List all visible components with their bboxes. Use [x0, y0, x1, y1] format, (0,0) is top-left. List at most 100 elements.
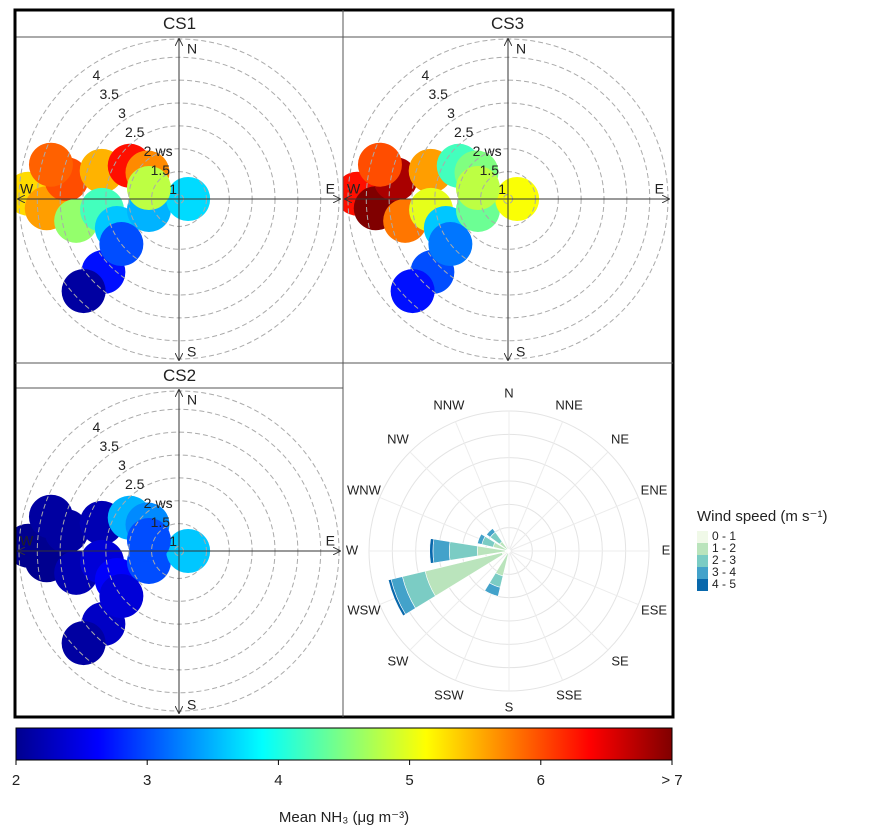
panel-title: CS3: [491, 14, 524, 33]
r-tick-label: 4: [93, 67, 101, 83]
r-tick-label: 2.5: [454, 124, 474, 140]
plot-area: 1 1.5 2 ws 2.5 3 3.5 4 N E S W: [343, 39, 669, 360]
concentration-cell: [28, 494, 73, 539]
direction-label: SSW: [434, 687, 464, 702]
spoke: [508, 550, 564, 681]
spoke: [508, 451, 609, 552]
legend-label: 3 - 4: [712, 565, 736, 579]
polar-panel: CS2 1 1.5 2 ws 2.5 3 3.5 4 N E S W: [15, 362, 344, 713]
direction-label: W: [346, 542, 359, 557]
compass-label: S: [187, 697, 196, 713]
rose-segment: [432, 538, 451, 564]
direction-label: WSW: [347, 603, 381, 618]
compass-label: N: [187, 41, 197, 57]
legend-label: 2 - 3: [712, 553, 736, 567]
tick-label: 6: [537, 772, 545, 789]
direction-label: SE: [611, 653, 629, 668]
r-tick-label: 3.5: [428, 86, 448, 102]
legend-label: 4 - 5: [712, 577, 736, 591]
rose-segment: [429, 538, 435, 564]
direction-label: WNW: [347, 482, 382, 497]
r-tick-label: 1.5: [151, 514, 171, 530]
r-tick-label: 2: [144, 495, 152, 511]
concentration-cell: [61, 621, 106, 666]
compass-label: N: [516, 41, 526, 57]
r-axis-label: ws: [484, 143, 502, 159]
r-axis-label: ws: [155, 495, 173, 511]
panel-header: [15, 362, 344, 389]
tick-label: 4: [274, 772, 282, 789]
direction-label: S: [505, 699, 514, 714]
r-tick-label: 2.5: [125, 476, 145, 492]
colorbar-title: Mean NH₃ (μg m⁻³): [279, 809, 409, 826]
r-tick-label: 3: [447, 105, 455, 121]
r-tick-label: 1: [169, 533, 177, 549]
spoke: [508, 421, 564, 552]
r-tick-label: 3: [118, 457, 126, 473]
compass-label: E: [655, 181, 664, 197]
direction-label: NNE: [555, 397, 583, 412]
direction-label: SSE: [556, 687, 582, 702]
polar-panel: CS1 1 1.5 2 ws 2.5 3 3.5 4 N E S W: [15, 9, 344, 360]
tick-label: 3: [143, 772, 151, 789]
r-tick-label: 2.5: [125, 124, 145, 140]
spoke: [409, 550, 510, 651]
polar-panel: CS3 1 1.5 2 ws 2.5 3 3.5 4 N E S W: [342, 9, 673, 360]
panel-title: CS1: [163, 14, 196, 33]
compass-label: S: [516, 344, 525, 360]
r-tick-label: 1.5: [480, 162, 500, 178]
spoke: [508, 550, 609, 651]
legend-label: 1 - 2: [712, 541, 736, 555]
r-tick-label: 4: [93, 419, 101, 435]
r-tick-label: 1.5: [151, 162, 171, 178]
legend-swatch: [697, 531, 708, 543]
rose-segment: [387, 578, 406, 617]
direction-label: NW: [387, 431, 409, 446]
r-tick-label: 2: [144, 143, 152, 159]
direction-label: ENE: [641, 482, 668, 497]
rose-segment: [486, 528, 493, 535]
compass-label: N: [187, 392, 197, 408]
direction-label: E: [662, 542, 671, 557]
legend-swatch: [697, 555, 708, 567]
r-tick-label: 1: [498, 181, 506, 197]
direction-label: N: [504, 385, 513, 400]
r-tick-label: 3: [118, 105, 126, 121]
compass-label: S: [187, 344, 196, 360]
spoke: [454, 421, 510, 552]
direction-label: NNW: [433, 397, 465, 412]
r-tick-label: 1: [169, 181, 177, 197]
legend-swatch: [697, 567, 708, 579]
tick-label: > 7: [661, 772, 682, 789]
spoke: [508, 496, 639, 552]
concentration-cell: [390, 269, 435, 314]
concentration-cell: [357, 142, 402, 187]
rose-segment: [484, 590, 499, 597]
plot-area: 1 1.5 2 ws 2.5 3 3.5 4 N E S W: [16, 390, 340, 713]
legend-swatch: [697, 543, 708, 555]
panel-title: CS2: [163, 366, 196, 385]
r-tick-label: 2: [473, 143, 481, 159]
compass-label: W: [347, 181, 361, 197]
compass-label: W: [20, 181, 34, 197]
panel-header: [342, 9, 673, 38]
r-tick-label: 3.5: [99, 438, 119, 454]
direction-label: SW: [388, 653, 410, 668]
tick-label: 2: [12, 772, 20, 789]
r-axis-label: ws: [155, 143, 173, 159]
windrose: N NNE NE ENE E ESE SE SSE S SSW SW WSW W WNW NW NNW: [346, 385, 671, 714]
tick-label: 5: [405, 772, 413, 789]
colorbar: [15, 727, 673, 761]
legend-swatch: [697, 579, 708, 591]
rose-segment: [448, 541, 479, 561]
r-tick-label: 4: [422, 67, 430, 83]
legend-label: 0 - 1: [712, 529, 736, 543]
panel-header: [15, 9, 344, 38]
r-tick-label: 3.5: [99, 86, 119, 102]
compass-label: W: [20, 533, 34, 549]
legend-title: Wind speed (m s⁻¹): [697, 508, 827, 525]
direction-label: ESE: [641, 603, 667, 618]
concentration-cell: [28, 142, 73, 187]
